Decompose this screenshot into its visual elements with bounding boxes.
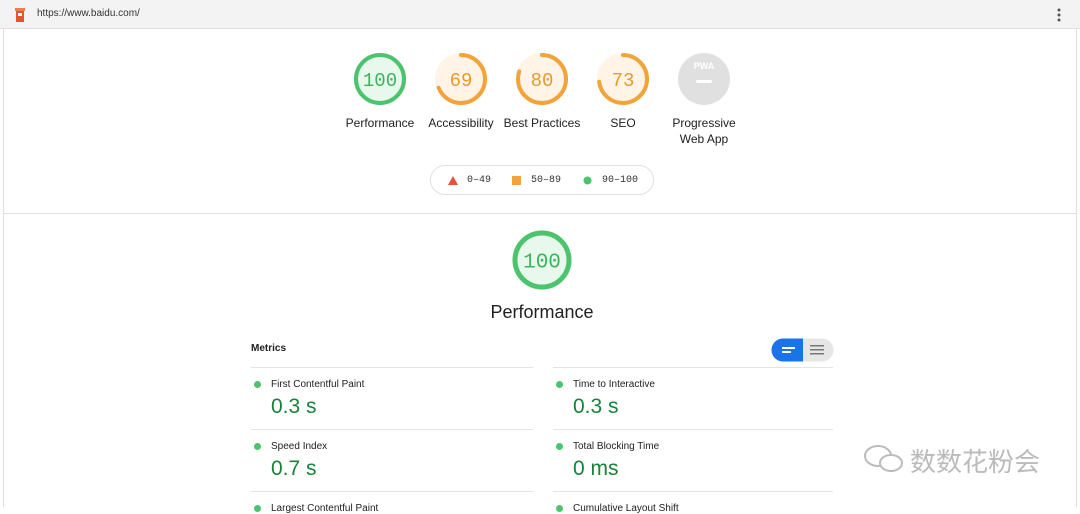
metric-label: Total Blocking Time [573, 441, 660, 452]
category-title: Performance [490, 302, 594, 322]
metric-separator [251, 491, 533, 492]
gauge-arc [512, 230, 572, 290]
page-border [3, 29, 4, 507]
metric-value: 0.7 s [271, 457, 317, 480]
metric-status [254, 381, 261, 388]
browser-bar: https://www.baidu.com/ [0, 0, 1080, 29]
menu-button[interactable] [1056, 8, 1062, 22]
score-legend [430, 165, 654, 195]
metric-status [254, 443, 261, 450]
metric-label: Largest Contentful Paint [271, 503, 379, 514]
gauge-label: Accessibility [428, 116, 494, 130]
metrics-heading: Metrics [251, 343, 287, 354]
divider [3, 213, 1077, 214]
view-toggle[interactable] [771, 338, 834, 362]
gauge-label: Performance [345, 116, 415, 130]
gauge-score: 80 [531, 70, 554, 92]
gauge-label: Best Practices [503, 116, 581, 130]
url[interactable]: https://www.baidu.com/ [37, 8, 140, 19]
metric-value: 0.3 s [271, 395, 317, 418]
legend-label: 90–100 [602, 175, 639, 186]
legend-label: 0–49 [467, 175, 492, 186]
metric-label: First Contentful Paint [271, 379, 365, 390]
metric-label: Time to Interactive [573, 379, 655, 390]
metric-status [254, 505, 261, 512]
metric-separator [553, 491, 833, 492]
gauge: 69 [435, 53, 487, 105]
page-border [1076, 29, 1077, 507]
gauge: 73 [597, 53, 649, 105]
favicon [15, 8, 25, 22]
gauge: 100 [512, 230, 572, 290]
metric-separator [251, 367, 533, 368]
watermark: 数数花粉会 [910, 448, 1041, 478]
wechat-icon [864, 445, 903, 472]
metric-separator [251, 429, 533, 430]
average-icon [512, 176, 521, 185]
gauge-arc [354, 53, 406, 105]
metric-separator [553, 367, 833, 368]
gauge-background [678, 53, 730, 105]
gauge-score: 73 [612, 70, 635, 92]
gauge-arc [597, 53, 649, 105]
gauge-score: 69 [450, 70, 473, 92]
gauge-label: Progressive Web App [672, 116, 736, 146]
legend-label: 50–89 [531, 175, 562, 186]
metric-status [556, 443, 563, 450]
metric-value: 0.3 s [573, 395, 619, 418]
gauge: 80 [516, 53, 568, 105]
fail-icon [448, 176, 458, 185]
gauge: 100 [354, 53, 406, 105]
gauge: PWA [678, 53, 730, 105]
gauge-score: 100 [523, 252, 561, 275]
gauge-badge: PWA [694, 61, 715, 71]
metric-status [556, 505, 563, 512]
metric-separator [553, 429, 833, 430]
metric-label: Speed Index [271, 441, 328, 452]
metric-label: Cumulative Layout Shift [573, 503, 679, 514]
gauge-arc [516, 53, 568, 105]
pass-icon [583, 176, 592, 185]
badge-dash [696, 80, 712, 83]
metric-value: 0 ms [573, 457, 619, 480]
metric-status [556, 381, 563, 388]
gauge-label: SEO [610, 116, 636, 130]
gauge-arc [435, 53, 487, 105]
gauge-score: 100 [363, 70, 397, 92]
